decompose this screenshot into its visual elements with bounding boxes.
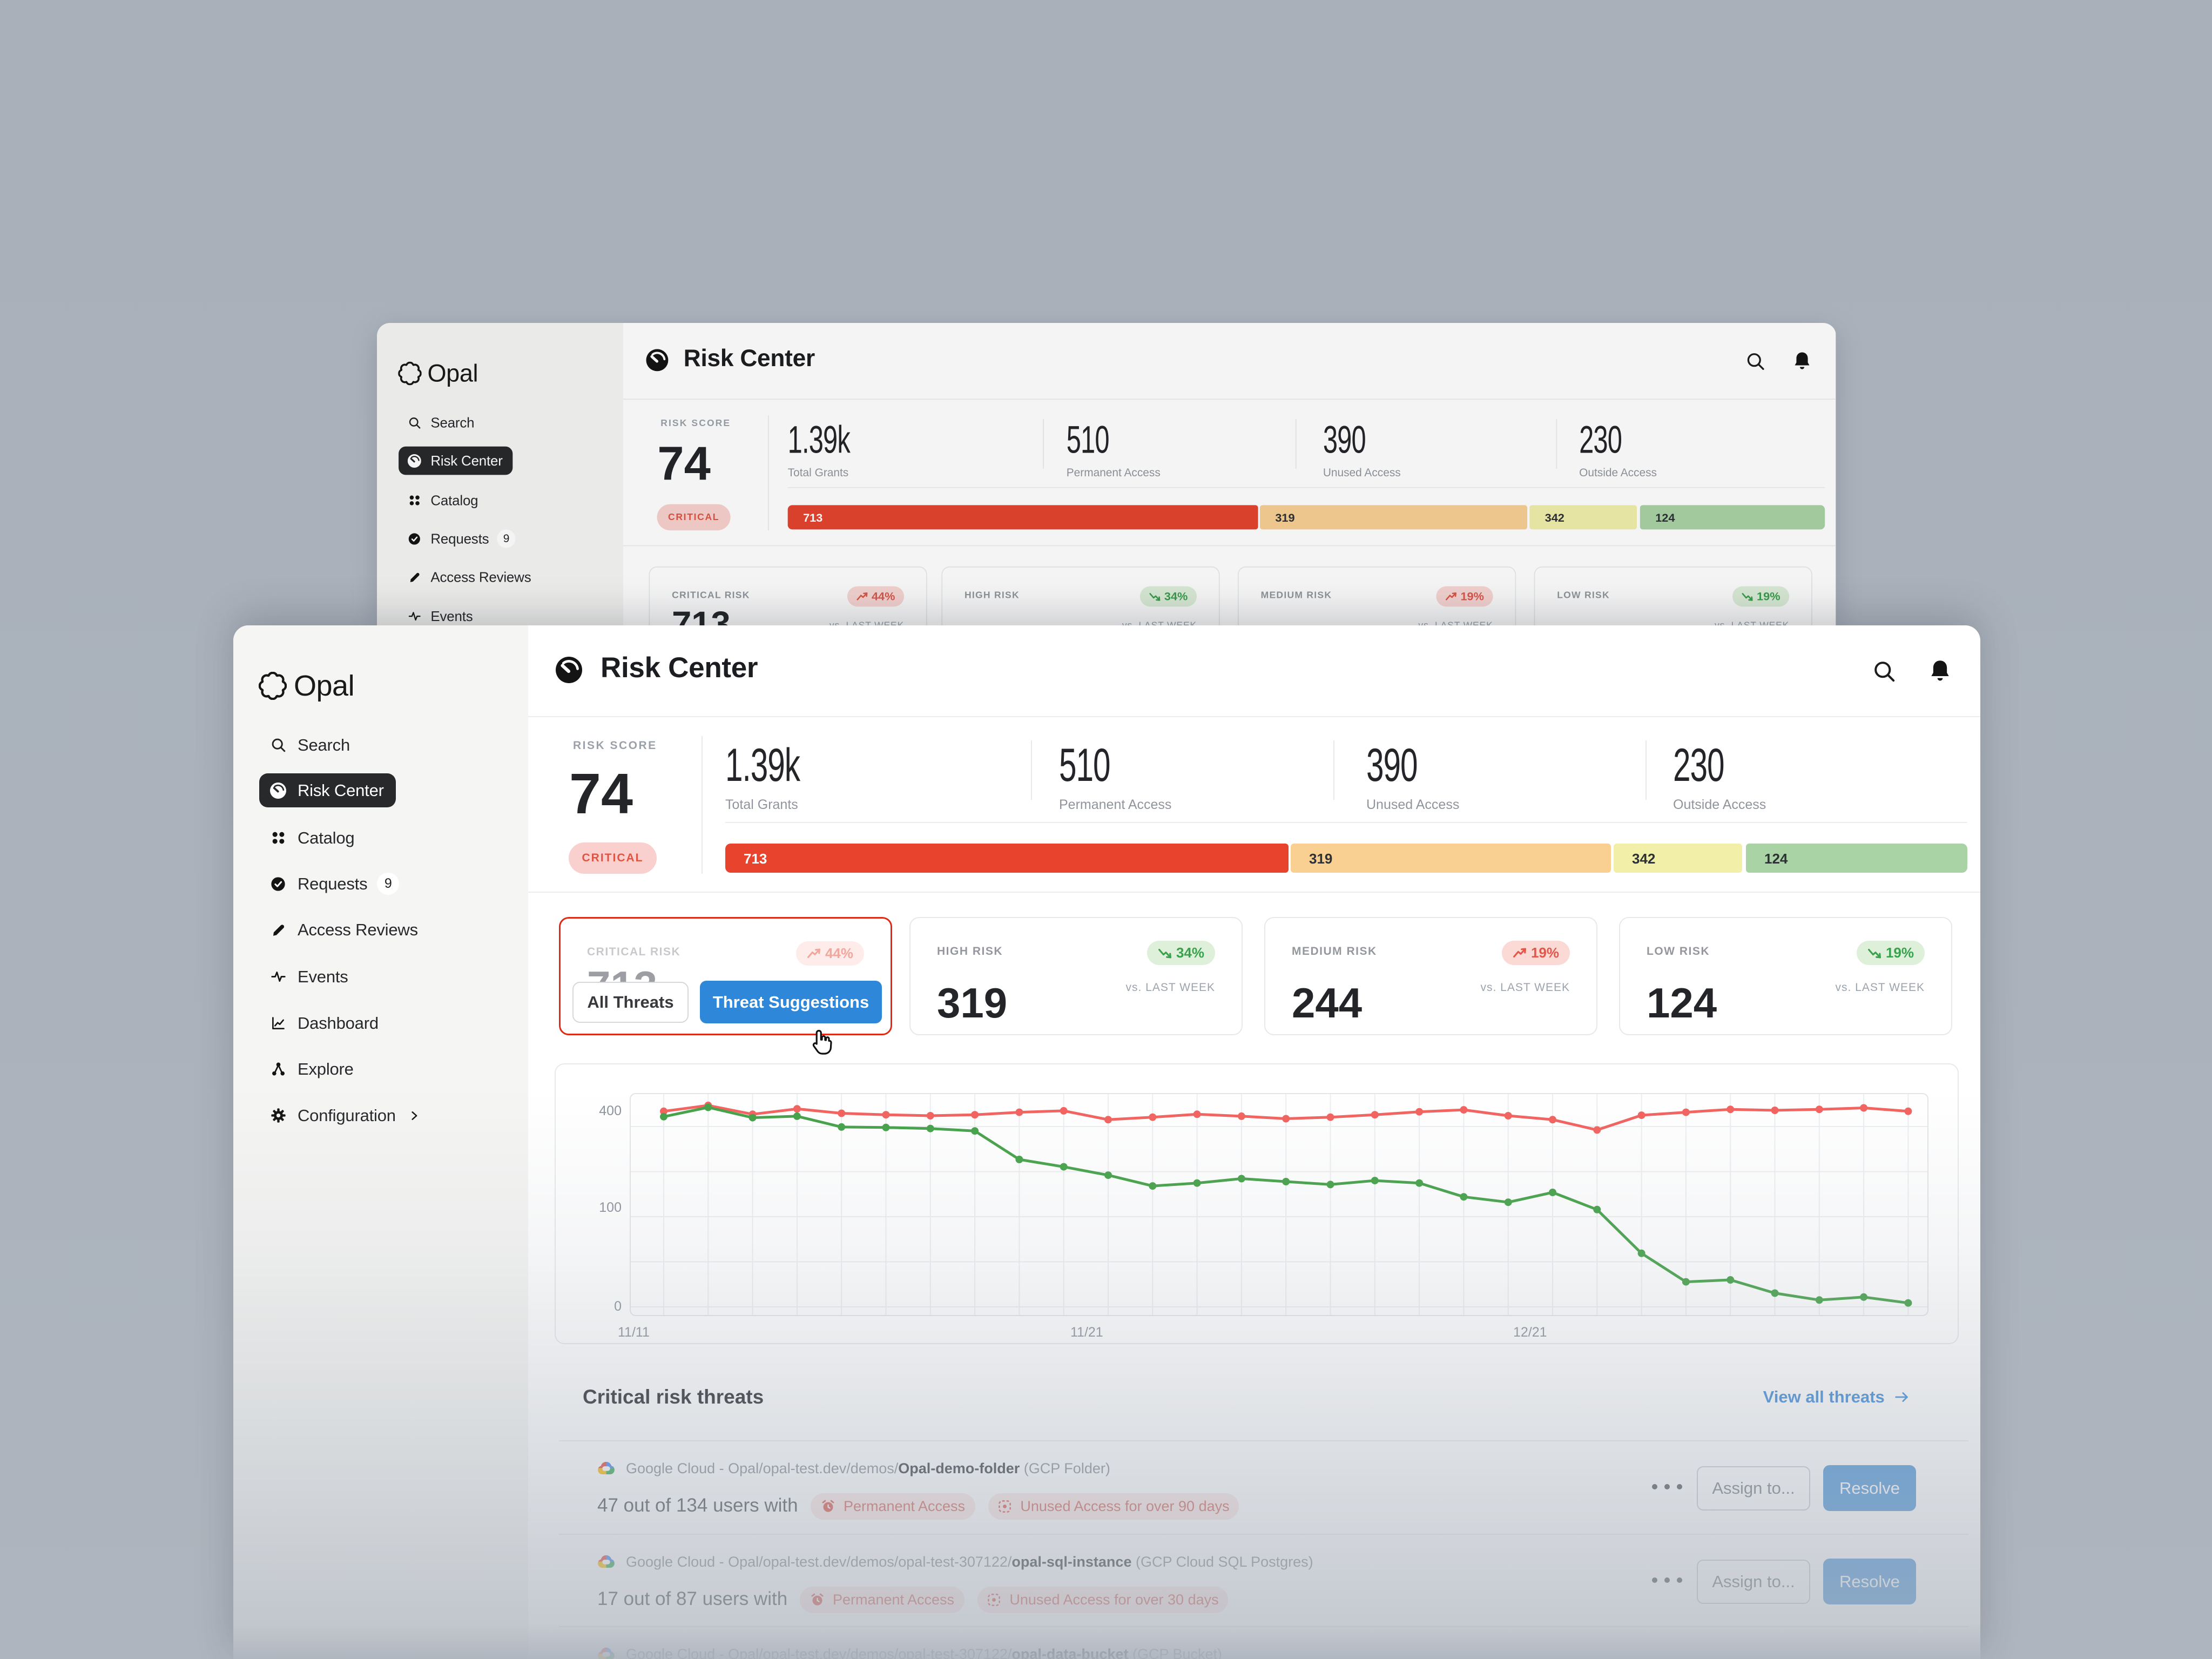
svg-text:400: 400 bbox=[599, 1103, 622, 1118]
svg-text:11/11: 11/11 bbox=[618, 1325, 650, 1340]
svg-text:100: 100 bbox=[599, 1200, 622, 1215]
svg-text:12/21: 12/21 bbox=[1513, 1325, 1547, 1340]
svg-text:11/21: 11/21 bbox=[1070, 1325, 1103, 1340]
svg-text:0: 0 bbox=[614, 1299, 622, 1314]
